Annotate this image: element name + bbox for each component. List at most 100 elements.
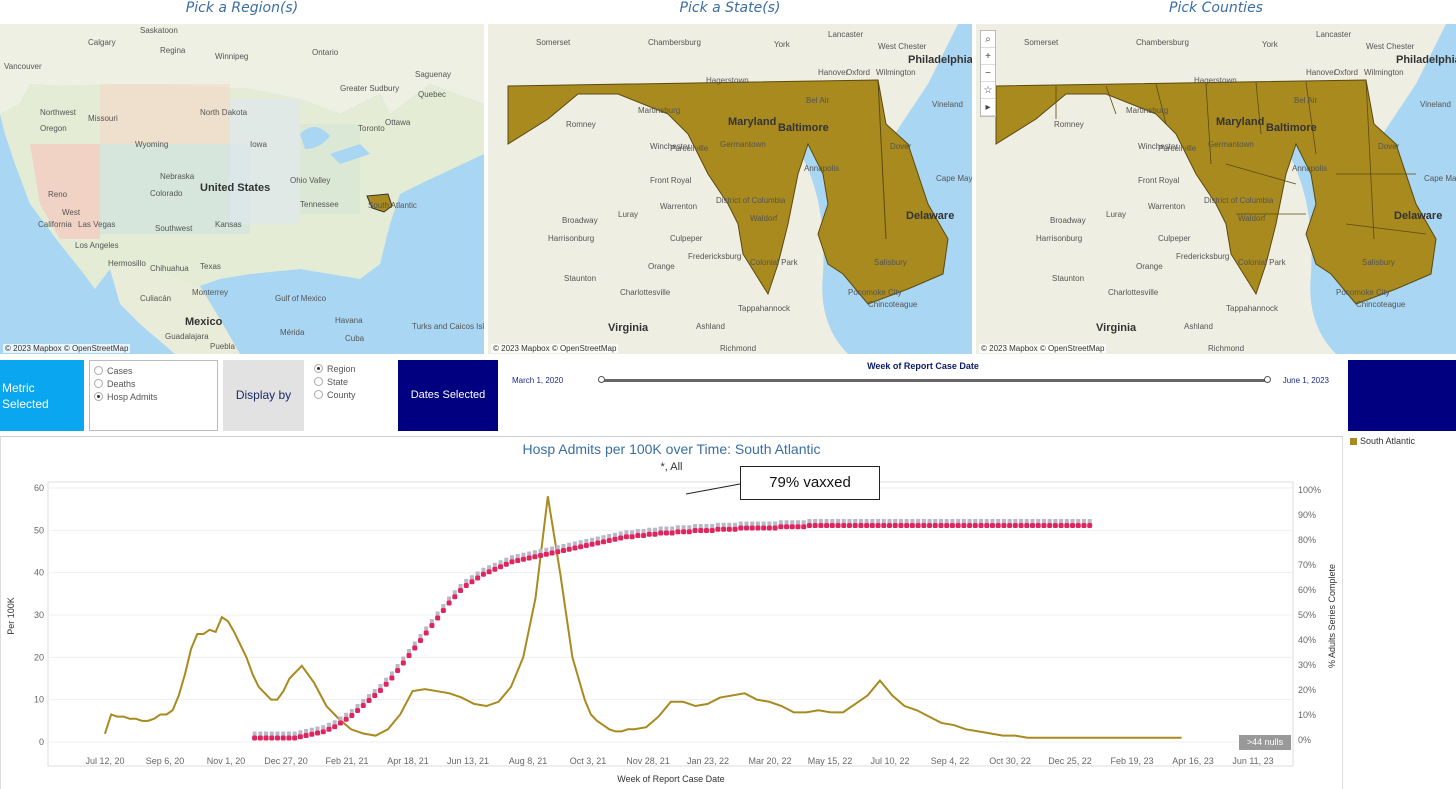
hosp-point — [1137, 737, 1139, 739]
map-label: Guadalajara — [165, 332, 209, 341]
vax-marker-cap — [750, 521, 755, 526]
map-label: Somerset — [1024, 38, 1059, 47]
vax-marker-cap — [647, 527, 652, 532]
hosp-point — [627, 728, 629, 730]
vax-marker-cap — [876, 519, 881, 523]
metric-option-deaths[interactable]: Deaths — [94, 377, 217, 390]
map-label: Germantown — [720, 140, 766, 149]
metric-radio-group[interactable]: Cases Deaths Hosp Admits — [89, 360, 218, 431]
hosp-point — [190, 648, 192, 650]
hosp-point — [436, 690, 438, 692]
vax-marker-cap — [367, 694, 372, 698]
metric-option-hosp-admits[interactable]: Hosp Admits — [94, 390, 217, 403]
map-label: Hanover — [1306, 68, 1337, 77]
slider-track[interactable] — [601, 379, 1267, 382]
hosp-point — [1076, 737, 1078, 739]
state-map[interactable]: Somerset Chambersburg York Lancaster West Ch… — [488, 24, 972, 354]
hosp-point — [670, 701, 672, 703]
vax-marker-cap — [1087, 519, 1092, 523]
expand-arrow-icon[interactable]: ▸ — [981, 99, 995, 116]
metric-option-cases[interactable]: Cases — [94, 364, 217, 377]
vax-marker — [326, 726, 332, 732]
annotation-pointer — [685, 483, 741, 495]
hosp-point — [461, 696, 463, 699]
search-icon[interactable]: ⌕ — [981, 31, 995, 48]
nulls-badge[interactable]: >44 nulls — [1239, 735, 1291, 750]
map-label: Delaware — [906, 210, 955, 222]
vax-marker-cap — [481, 567, 486, 572]
vax-marker-cap — [904, 519, 909, 523]
y-tick-label: 0 — [39, 737, 44, 747]
vax-marker — [423, 630, 429, 636]
y2-tick-label: 90% — [1298, 510, 1316, 520]
display-option-county[interactable]: County — [314, 388, 390, 401]
vax-marker-cap — [407, 649, 412, 653]
vax-marker-cap — [921, 519, 926, 523]
hosp-point — [1149, 737, 1152, 739]
slider-end-handle[interactable] — [1264, 376, 1271, 383]
hosp-point — [903, 705, 906, 707]
y2-tick-label: 80% — [1298, 535, 1316, 545]
vax-marker-cap — [733, 522, 738, 527]
display-option-state[interactable]: State — [314, 375, 390, 388]
map-label: Oxford — [846, 68, 871, 77]
display-radio-group[interactable]: Region State County — [310, 360, 390, 431]
vax-marker-cap — [847, 519, 852, 523]
vax-marker-cap — [561, 544, 566, 548]
vax-marker — [355, 708, 361, 713]
vax-marker — [538, 553, 544, 558]
vax-marker-cap — [401, 656, 406, 661]
display-option-region[interactable]: Region — [314, 362, 390, 375]
vax-marker — [509, 559, 515, 565]
date-range-slider[interactable]: Week of Report Case Date March 1, 2020 J… — [505, 360, 1341, 431]
x-tick-label: Jul 10, 22 — [870, 756, 909, 766]
pin-icon[interactable]: ☆ — [981, 82, 995, 99]
map-label: Broadway — [562, 216, 598, 225]
map-label: United States — [200, 182, 271, 194]
state-map-title: Pick a State(s) — [679, 0, 781, 16]
county-map-graphic — [995, 24, 1456, 354]
x-tick-label: Apr 16, 23 — [1172, 756, 1214, 766]
zoom-in-icon[interactable]: + — [981, 48, 995, 65]
hosp-point — [165, 713, 168, 716]
hosp-point — [313, 682, 315, 684]
hosp-point — [178, 694, 180, 697]
map-label: Monterrey — [192, 288, 229, 297]
display-option-label: State — [327, 376, 349, 387]
map-label: Martinsburg — [1126, 106, 1169, 115]
vax-marker — [526, 555, 532, 561]
map-label: Salisbury — [1362, 258, 1395, 267]
vax-marker-cap — [418, 634, 423, 638]
vax-marker — [766, 525, 772, 531]
hosp-point — [780, 705, 783, 707]
region-map[interactable]: Saskatoon Calgary Regina Vancouver Ontario Sa… — [0, 24, 484, 354]
legend[interactable]: South Atlantic — [1350, 436, 1415, 446]
vax-marker-cap — [469, 575, 474, 580]
vax-marker-cap — [1059, 519, 1064, 523]
vax-marker — [915, 523, 921, 528]
vax-marker-cap — [658, 526, 663, 531]
vax-marker — [944, 523, 950, 528]
hosp-point — [325, 705, 328, 707]
vax-marker — [309, 731, 315, 737]
vax-marker — [583, 543, 589, 548]
zoom-out-icon[interactable]: − — [981, 65, 995, 82]
vax-marker-cap — [687, 525, 692, 530]
map-label: West — [62, 208, 81, 217]
vax-marker — [635, 533, 641, 538]
county-map[interactable]: Somerset Chambersburg York Lancaster West Ch… — [976, 24, 1456, 354]
x-tick-label: Sep 4, 22 — [931, 756, 970, 766]
hosp-point — [768, 701, 770, 703]
map-label: Culiacán — [140, 294, 172, 303]
hosp-point — [596, 720, 598, 722]
map-label: Warrenton — [1148, 202, 1186, 211]
vax-marker — [675, 529, 681, 535]
vax-marker — [520, 556, 526, 562]
x-tick-label: Feb 21, 21 — [325, 756, 368, 766]
hosp-point — [1014, 735, 1016, 737]
slider-start-handle[interactable] — [598, 376, 605, 383]
vax-marker-cap — [710, 524, 715, 528]
map-label: Winnipeg — [215, 52, 249, 61]
vax-marker-cap — [1041, 519, 1046, 523]
vax-marker-cap — [744, 521, 749, 526]
